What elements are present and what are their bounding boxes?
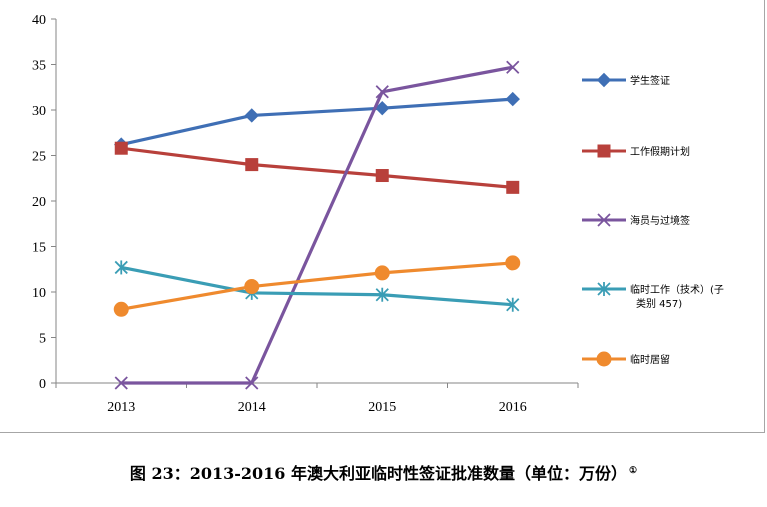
caption-text: 图 23：2013-2016 年澳大利亚临时性签证批准数量（单位：万份） — [129, 464, 628, 483]
x-tick-label: 2014 — [238, 400, 266, 415]
y-tick-label: 0 — [39, 377, 46, 392]
y-tick-label: 5 — [39, 332, 46, 347]
data-point — [505, 255, 521, 271]
x-tick-label: 2013 — [107, 400, 135, 415]
x-tick-label: 2016 — [499, 400, 527, 415]
figure-caption: 图 23：2013-2016 年澳大利亚临时性签证批准数量（单位：万份） ① — [0, 460, 767, 484]
series-line — [120, 265, 513, 307]
data-point — [505, 91, 520, 107]
y-tick-label: 40 — [32, 13, 46, 28]
legend-marker — [597, 282, 611, 296]
data-point — [506, 297, 520, 312]
legend-item: 临时居留 — [582, 351, 670, 367]
data-point — [114, 260, 128, 275]
x-tick-label: 2015 — [368, 400, 396, 415]
y-tick-label: 15 — [32, 241, 46, 256]
legend-item: 学生签证 — [582, 72, 670, 88]
series-line — [120, 261, 513, 311]
data-point — [114, 141, 128, 155]
legend-label: 工作假期计划 — [630, 145, 690, 158]
data-point — [113, 301, 129, 317]
legend-label: 临时居留 — [630, 353, 670, 366]
y-tick-label: 20 — [32, 195, 46, 210]
legend-marker — [596, 351, 612, 367]
series-line — [120, 97, 513, 147]
data-point — [506, 180, 520, 194]
legend-marker — [597, 213, 611, 227]
data-point — [244, 108, 259, 123]
line-chart: 0 5 10 15 20 25 30 35 40 2013 2014 2015 2016 学生签证工作假… — [32, 13, 724, 415]
footnote-mark: ① — [629, 465, 638, 476]
y-tick-label: 25 — [32, 150, 46, 165]
chart-axes: 0 5 10 15 20 25 30 35 40 2013 2014 2015 2016 — [32, 13, 579, 415]
legend-label: 海员与过境签 — [630, 214, 690, 227]
y-tick-label: 10 — [32, 286, 46, 301]
y-tick-label: 35 — [32, 59, 46, 74]
legend-marker — [596, 72, 612, 88]
legend-marker — [597, 144, 611, 158]
data-point — [114, 376, 128, 390]
data-point — [375, 169, 389, 183]
y-tick-label: 30 — [32, 104, 46, 119]
chart-frame — [0, 0, 765, 433]
data-point — [375, 287, 389, 302]
series-line — [121, 65, 514, 385]
data-point — [506, 60, 520, 74]
data-point — [374, 265, 390, 281]
data-point — [245, 376, 259, 390]
series-layer — [113, 60, 521, 390]
legend-label: 临时工作（技术）(子类别 457) — [630, 283, 724, 310]
series-line — [121, 146, 513, 189]
data-point — [375, 85, 389, 99]
data-point — [375, 100, 390, 116]
data-point — [245, 158, 259, 172]
legend-label: 学生签证 — [630, 74, 670, 87]
data-point — [244, 279, 260, 295]
legend-item: 海员与过境签 — [582, 213, 690, 227]
legend-item: 工作假期计划 — [582, 144, 690, 158]
legend-item: 临时工作（技术）(子类别 457) — [582, 282, 724, 310]
